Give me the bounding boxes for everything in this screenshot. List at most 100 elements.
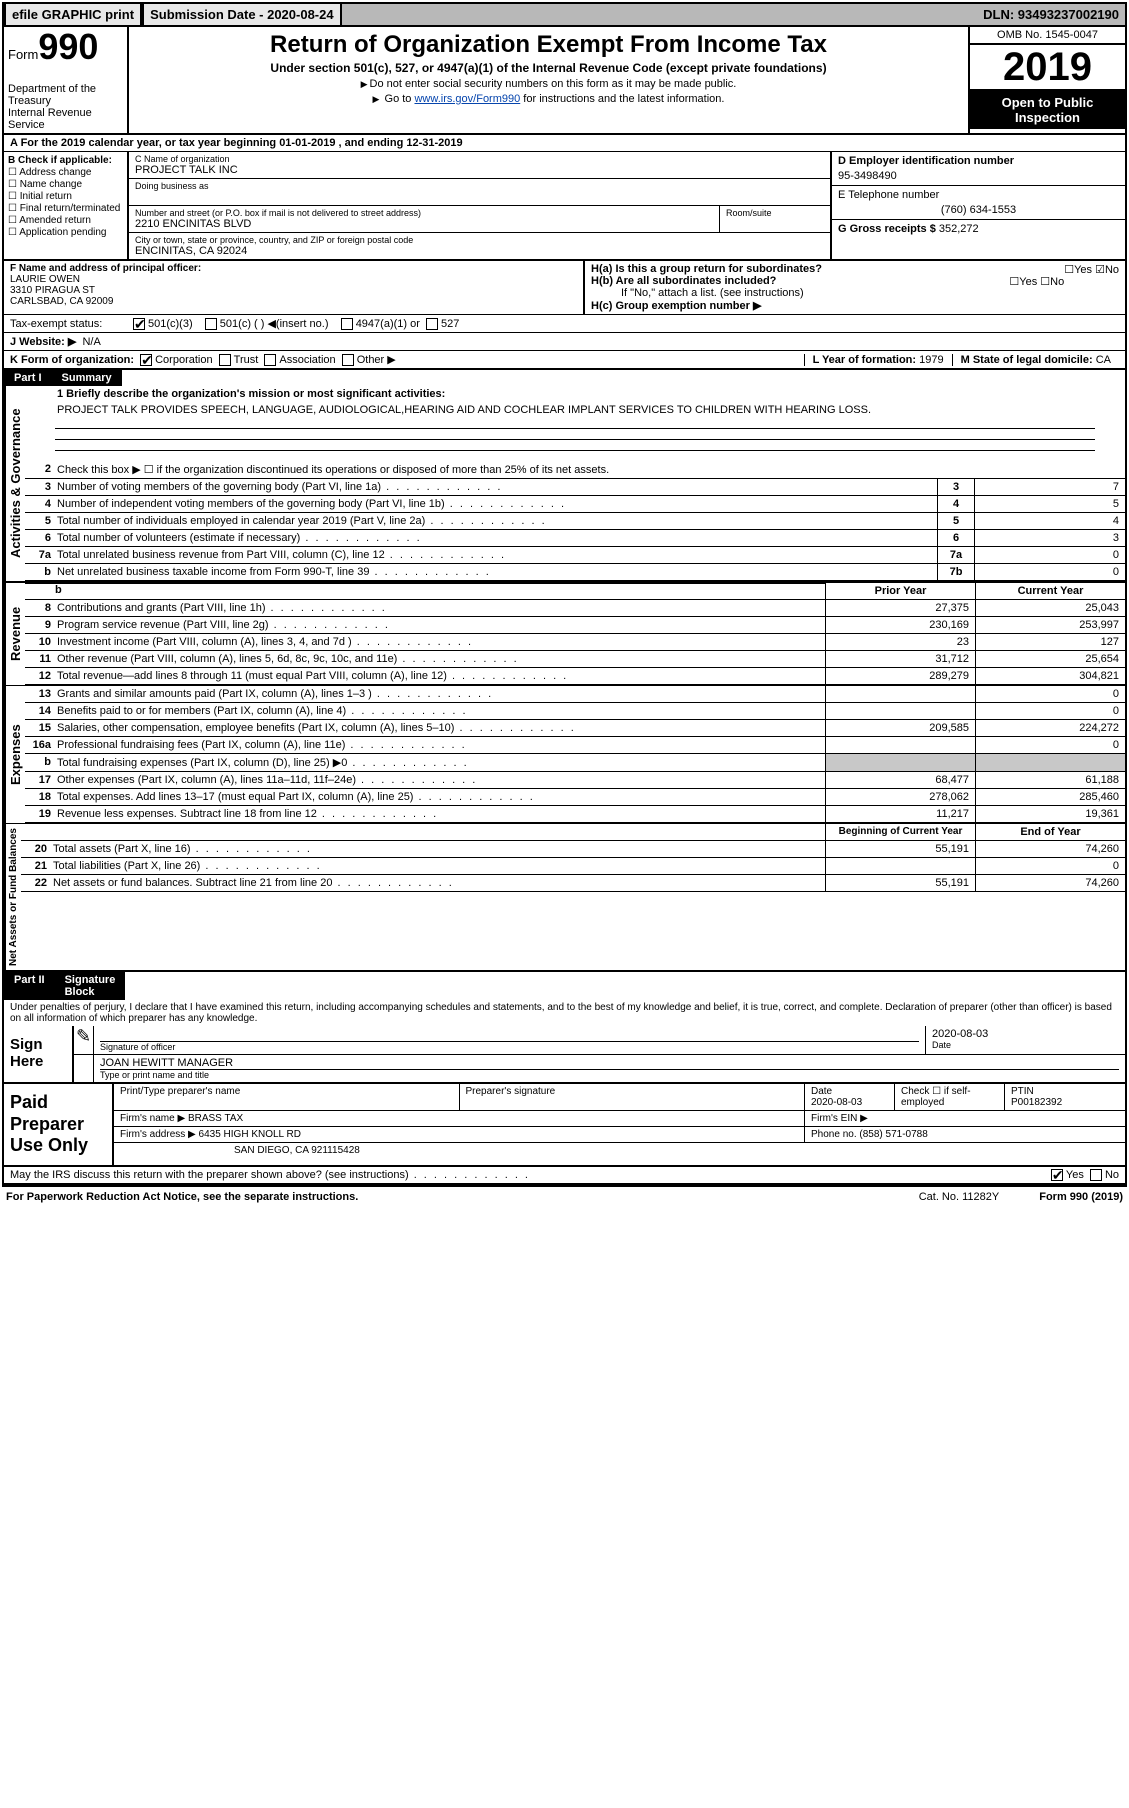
cb-amended[interactable]: ☐ Amended return xyxy=(8,215,123,226)
room-label: Room/suite xyxy=(726,208,824,218)
ptin-label: PTIN xyxy=(1011,1086,1119,1097)
netassets-section: Net Assets or Fund Balances Beginning of… xyxy=(4,824,1125,972)
header-right: OMB No. 1545-0047 2019 Open to Public In… xyxy=(970,27,1125,133)
discuss-text: May the IRS discuss this return with the… xyxy=(10,1169,530,1181)
revenue-label: Revenue xyxy=(4,583,25,685)
cb-discuss-yes[interactable] xyxy=(1051,1169,1063,1181)
part1-header: Part I Summary xyxy=(4,370,1125,386)
cb-pending[interactable]: ☐ Application pending xyxy=(8,227,123,238)
header: Form990 Department of the Treasury Inter… xyxy=(4,27,1125,135)
officer-h-row: F Name and address of principal officer:… xyxy=(4,261,1125,315)
expenses-label: Expenses xyxy=(4,686,25,823)
prep-check[interactable]: Check ☐ if self-employed xyxy=(895,1084,1005,1110)
line2: 2Check this box ▶ ☐ if the organization … xyxy=(25,461,1125,479)
efile-button[interactable]: efile GRAPHIC print xyxy=(4,4,142,25)
mission-lines xyxy=(55,428,1095,451)
ts-a1: 4947(a)(1) or xyxy=(356,318,420,330)
expenses-section: Expenses 13Grants and similar amounts pa… xyxy=(4,686,1125,824)
prior-year-hdr: Prior Year xyxy=(825,583,975,599)
revenue-section: Revenue b Prior Year Current Year 8Contr… xyxy=(4,583,1125,686)
dba-label: Doing business as xyxy=(135,181,824,191)
activities-label: Activities & Governance xyxy=(4,386,25,581)
form-word: Form xyxy=(8,47,38,62)
sig-officer: Signature of officer xyxy=(94,1026,925,1054)
revenue-row: 10Investment income (Part VIII, column (… xyxy=(25,634,1125,651)
preparer-body: Print/Type preparer's name Preparer's si… xyxy=(114,1084,1125,1165)
prep-row4: SAN DIEGO, CA 921115428 xyxy=(114,1143,1125,1158)
form-title: Return of Organization Exempt From Incom… xyxy=(133,31,964,59)
dba-row: Doing business as xyxy=(129,179,830,206)
revenue-body: b Prior Year Current Year 8Contributions… xyxy=(25,583,1125,685)
expense-row: 15Salaries, other compensation, employee… xyxy=(25,720,1125,737)
check-label: B Check if applicable: xyxy=(8,155,123,166)
cb-corp[interactable] xyxy=(140,354,152,366)
cb-trust[interactable] xyxy=(219,354,231,366)
cb-name[interactable]: ☐ Name change xyxy=(8,179,123,190)
form990-link[interactable]: www.irs.gov/Form990 xyxy=(414,93,520,105)
public-inspection: Open to Public Inspection xyxy=(970,91,1125,129)
addr-value: 2210 ENCINITAS BLVD xyxy=(135,218,713,230)
activity-row: 6Total number of volunteers (estimate if… xyxy=(25,530,1125,547)
part1-num: Part I xyxy=(4,370,52,386)
revenue-row: 8Contributions and grants (Part VIII, li… xyxy=(25,600,1125,617)
room-cell: Room/suite xyxy=(720,206,830,232)
dln: DLN: 93493237002190 xyxy=(977,4,1125,25)
website-row: J Website: ▶ N/A xyxy=(4,333,1125,351)
sig-row1: ✎ Signature of officer 2020-08-03 Date xyxy=(74,1026,1125,1055)
ein-value: 95-3498490 xyxy=(838,170,1119,182)
netassets-body: Beginning of Current Year End of Year 20… xyxy=(21,824,1125,970)
prep-row1: Print/Type preparer's name Preparer's si… xyxy=(114,1084,1125,1111)
firm-name: BRASS TAX xyxy=(188,1113,243,1124)
cb-final[interactable]: ☐ Final return/terminated xyxy=(8,203,123,214)
top-bar: efile GRAPHIC print Submission Date - 20… xyxy=(4,4,1125,27)
cb-discuss-no[interactable] xyxy=(1090,1169,1102,1181)
fo-assoc: Association xyxy=(279,354,335,366)
cb-other[interactable] xyxy=(342,354,354,366)
expense-row: 19Revenue less expenses. Subtract line 1… xyxy=(25,806,1125,823)
firm-city: SAN DIEGO, CA 921115428 xyxy=(114,1143,1125,1158)
activity-row: 7aTotal unrelated business revenue from … xyxy=(25,547,1125,564)
ts-527: 527 xyxy=(441,318,459,330)
fo-corp: Corporation xyxy=(155,354,212,366)
gross-label: G Gross receipts $ xyxy=(838,223,936,235)
hc-row: H(c) Group exemption number ▶ xyxy=(591,299,1119,312)
mission-label: 1 Briefly describe the organization's mi… xyxy=(25,386,1125,402)
part2-title: Signature Block xyxy=(55,972,126,1000)
header-middle: Return of Organization Exempt From Incom… xyxy=(129,27,970,133)
phone-label2: Phone no. xyxy=(811,1129,857,1140)
signature-declaration: Under penalties of perjury, I declare th… xyxy=(4,1000,1125,1026)
ein-box: D Employer identification number 95-3498… xyxy=(832,152,1125,186)
arrow-icon xyxy=(373,93,382,105)
prep-date: 2020-08-03 xyxy=(811,1097,888,1108)
expense-row: 17Other expenses (Part IX, column (A), l… xyxy=(25,772,1125,789)
netasset-row: 21Total liabilities (Part X, line 26)0 xyxy=(21,858,1125,875)
phone-value: (760) 634-1553 xyxy=(838,204,1119,216)
expenses-body: 13Grants and similar amounts paid (Part … xyxy=(25,686,1125,823)
cb-initial[interactable]: ☐ Initial return xyxy=(8,191,123,202)
org-name-row: C Name of organization PROJECT TALK INC xyxy=(129,152,830,179)
city-label: City or town, state or province, country… xyxy=(135,235,824,245)
fo-trust: Trust xyxy=(234,354,259,366)
right-info: D Employer identification number 95-3498… xyxy=(830,152,1125,259)
cb-501c3[interactable] xyxy=(133,318,145,330)
cb-501c[interactable] xyxy=(205,318,217,330)
tax-year-row: A For the 2019 calendar year, or tax yea… xyxy=(4,135,1125,152)
note-ssn: Do not enter social security numbers on … xyxy=(133,78,964,90)
preparer-label: Paid Preparer Use Only xyxy=(4,1084,114,1165)
cb-address[interactable]: ☐ Address change xyxy=(8,167,123,178)
cb-4947[interactable] xyxy=(341,318,353,330)
phone-label: E Telephone number xyxy=(838,189,1119,201)
netasset-row: 22Net assets or fund balances. Subtract … xyxy=(21,875,1125,892)
domicile: M State of legal domicile: CA xyxy=(952,354,1119,366)
cb-527[interactable] xyxy=(426,318,438,330)
hb-label: H(b) Are all subordinates included? xyxy=(591,275,776,287)
expense-row: 14Benefits paid to or for members (Part … xyxy=(25,703,1125,720)
cb-assoc[interactable] xyxy=(264,354,276,366)
dba-value xyxy=(135,191,824,203)
goto-post: for instructions and the latest informat… xyxy=(520,93,724,105)
prep-date-label: Date xyxy=(811,1086,888,1097)
expense-row: 13Grants and similar amounts paid (Part … xyxy=(25,686,1125,703)
sig-date-val: 2020-08-03 xyxy=(932,1028,1119,1040)
prep-row2: Firm's name ▶ BRASS TAX Firm's EIN ▶ xyxy=(114,1111,1125,1127)
officer-addr2: CARLSBAD, CA 92009 xyxy=(10,296,577,307)
